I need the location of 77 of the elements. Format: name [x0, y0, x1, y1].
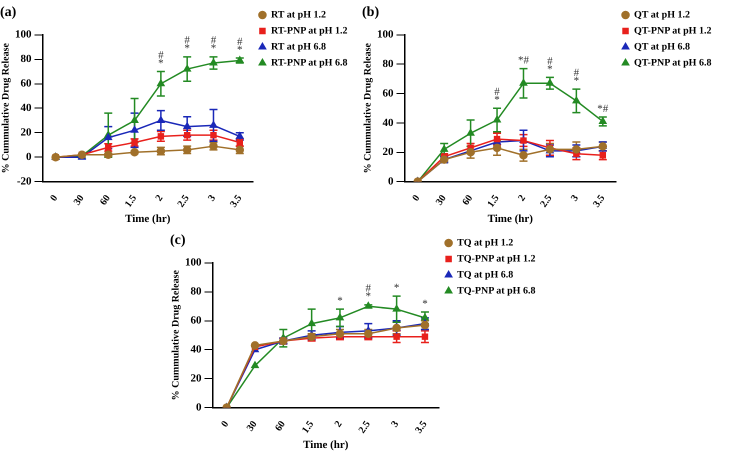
legend-label: RT at pH 6.8 — [270, 42, 326, 53]
x-tick-label: 2 — [332, 419, 345, 430]
legend-label: QT-PNP at pH 6.8 — [634, 58, 712, 69]
x-axis-title: Time (hr) — [303, 439, 349, 452]
legend-label: TQ-PNP at pH 1.2 — [457, 254, 536, 265]
x-axis-title: Time (hr) — [125, 213, 171, 226]
annotation: *# — [597, 102, 609, 115]
annotation: * — [394, 282, 400, 294]
y-tick-label: 0 — [388, 176, 394, 188]
annotation: * — [337, 295, 343, 308]
y-tick-label: 80 — [20, 53, 32, 66]
annotation: * — [158, 57, 164, 70]
y-tick-label: 20 — [382, 146, 394, 158]
x-tick-label: 30 — [72, 193, 87, 208]
legend-label: TQ-PNP at pH 6.8 — [457, 286, 536, 297]
y-tick-label: 60 — [382, 87, 394, 100]
annotation: * — [422, 298, 428, 310]
x-tick-label: 1.5 — [122, 193, 140, 210]
annotation: * — [494, 94, 500, 106]
x-tick-label: 2.5 — [538, 193, 554, 210]
y-axis-title: % Cummulative Drug Release — [170, 270, 182, 400]
x-tick-label: 2 — [154, 193, 166, 204]
y-tick-label: -20 — [16, 176, 32, 188]
x-tick-label: 3 — [206, 193, 218, 204]
x-tick-label: 0 — [410, 193, 422, 204]
y-tick-label: 0 — [26, 151, 32, 164]
y-tick-label: 40 — [382, 116, 394, 129]
x-tick-label: 0 — [48, 193, 60, 204]
y-tick-label: 0 — [196, 402, 202, 414]
chart-title: (b) — [362, 5, 380, 20]
x-tick-label: 2.5 — [356, 419, 373, 436]
y-tick-label: 100 — [15, 28, 32, 41]
x-tick-label: 3 — [569, 193, 581, 204]
x-tick-label: 3.5 — [413, 419, 430, 436]
legend-label: QT at pH 1.2 — [634, 10, 690, 21]
x-tick-label: 1.5 — [300, 419, 316, 436]
y-tick-label: 60 — [190, 314, 202, 327]
legend-label: RT-PNP at pH 1.2 — [270, 26, 348, 37]
legend-label: RT-PNP at pH 6.8 — [270, 58, 348, 69]
chart-title: (c) — [170, 233, 186, 248]
annotation: * — [366, 290, 372, 303]
y-tick-label: 40 — [20, 102, 32, 114]
annotation: * — [210, 42, 216, 55]
legend-label: QT-PNP at pH 1.2 — [634, 26, 712, 37]
x-tick-label: 2 — [516, 193, 528, 204]
annotation: * — [237, 44, 243, 56]
y-tick-label: 80 — [382, 58, 394, 70]
y-tick-label: 20 — [190, 372, 202, 385]
y-axis-title: % Cummulative Drug Release — [0, 42, 12, 174]
x-tick-label: 30 — [244, 419, 260, 434]
x-tick-label: 60 — [460, 193, 476, 208]
annotation: * — [547, 63, 553, 76]
x-tick-label: 3.5 — [228, 193, 244, 210]
y-tick-label: 40 — [190, 344, 202, 356]
x-tick-label: 0 — [219, 419, 232, 430]
x-tick-label: 60 — [273, 419, 288, 434]
y-tick-label: 60 — [20, 78, 32, 90]
y-tick-label: 20 — [20, 126, 32, 139]
chart-title: (a) — [0, 5, 17, 20]
x-tick-label: 1.5 — [485, 193, 502, 210]
x-axis-title: Time (hr) — [488, 213, 534, 226]
y-tick-label: 100 — [185, 256, 202, 269]
y-axis-title: % Cummulative Drug Release — [362, 42, 374, 174]
y-tick-label: 100 — [377, 28, 394, 41]
legend-label: QT at pH 6.8 — [634, 42, 690, 53]
legend-label: TQ at pH 6.8 — [457, 270, 514, 281]
annotation: * — [184, 42, 190, 55]
annotation: *# — [518, 54, 530, 66]
legend-label: RT at pH 1.2 — [270, 10, 326, 21]
annotation: * — [574, 75, 580, 88]
x-tick-label: 60 — [98, 193, 113, 208]
y-tick-label: 80 — [190, 286, 202, 298]
x-tick-label: 30 — [434, 193, 449, 208]
x-tick-label: 2.5 — [176, 193, 192, 210]
legend-label: TQ at pH 1.2 — [457, 238, 514, 249]
x-tick-label: 3.5 — [591, 193, 608, 210]
x-tick-label: 3 — [389, 419, 402, 430]
